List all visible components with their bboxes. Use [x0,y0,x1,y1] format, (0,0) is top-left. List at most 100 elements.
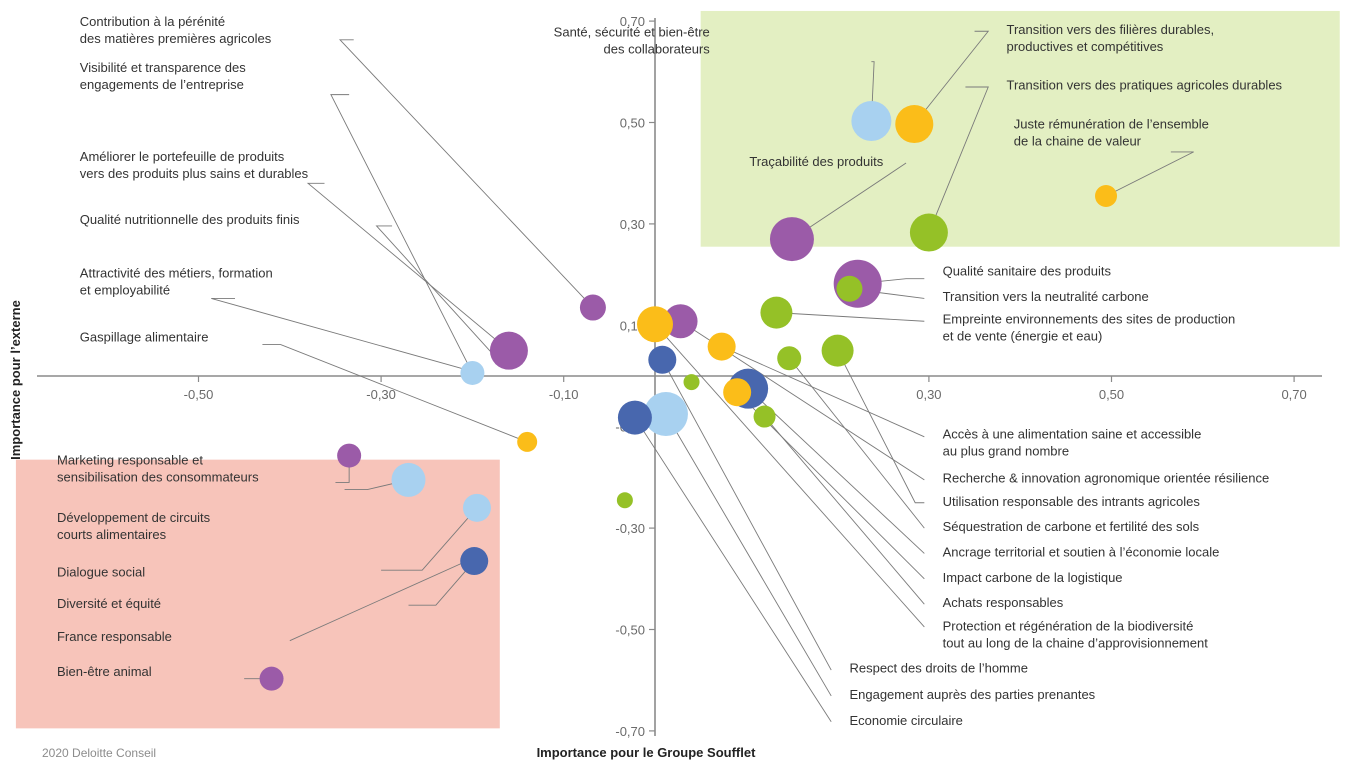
point-label: Qualité nutritionnelle des produits fini… [80,212,300,227]
data-point-bubble [637,306,673,343]
leader-line [721,346,925,438]
data-point-bubble [895,105,934,144]
data-point-bubble [707,332,736,361]
x-tick-label: -0,30 [366,387,396,402]
leader-line [381,507,478,571]
point-label: Diversité et équité [57,596,161,611]
data-point-bubble [337,443,362,468]
data-point-bubble [909,213,948,252]
leader-line [776,312,925,322]
data-point-bubble [683,374,700,391]
point-label: Santé, sécurité et bien-être des collabor… [554,24,711,56]
leader-line [1105,151,1194,197]
point-label: Juste rémunération de l’ensemble de la ch… [1014,117,1209,149]
leader-line [634,417,832,723]
data-points [259,100,1118,691]
point-label: Qualité sanitaire des produits [943,264,1112,279]
leader-line [330,94,473,374]
data-point-bubble [643,392,688,437]
point-label: Impact carbone de la logistique [943,570,1123,585]
point-label: Engagement auprès des parties prenantes [849,687,1095,702]
y-tick-label: -0,30 [615,521,645,536]
data-point-bubble [259,666,284,691]
point-label: Recherche & innovation agronomique orien… [943,470,1270,485]
leader-line [654,323,925,628]
x-tick-label: -0,50 [184,387,214,402]
data-point-bubble [616,492,633,509]
point-label: Ancrage territorial et soutien à l’écono… [943,544,1220,559]
data-point-bubble [648,345,677,374]
highlight-regions [15,10,1340,729]
data-point-bubble [391,462,426,497]
leader-line [661,359,832,671]
leader-line [764,416,925,605]
data-point-bubble [723,378,752,407]
leader-line [375,225,491,352]
data-point-bubble [460,360,485,385]
leader-line [211,297,475,373]
leader-line [262,344,528,443]
point-label: Economie circulaire [849,713,962,728]
data-point-bubble [836,275,863,302]
data-point-bubble [753,405,776,428]
point-label: Développement de circuits courts alimenta… [57,510,211,542]
data-point-bubble [1095,185,1118,208]
point-label: Achats responsables [943,595,1064,610]
credit-text: 2020 Deloitte Conseil [42,746,156,760]
highlight-region-1 [15,459,500,729]
leader-line [837,350,925,504]
point-label: Empreinte environnements des sites de pr… [943,311,1236,343]
leader-line [913,30,990,125]
point-label: Attractivité des métiers, formation et em… [80,266,273,298]
highlight-region-0 [700,10,1340,247]
leader-line [408,560,475,606]
data-point-bubble [489,331,528,370]
data-point-bubble [617,400,652,435]
x-tick-label: 0,30 [916,387,941,402]
y-tick-label: 0,50 [620,116,645,131]
leader-lines [211,30,1194,723]
point-label: Transition vers des pratiques agricoles … [1007,78,1283,93]
point-label: Marketing responsable et sensibilisation … [57,453,259,485]
leader-line [665,413,832,697]
point-label: Gaspillage alimentaire [80,330,209,345]
data-point-bubble [579,294,606,321]
point-label: Protection et régénération de la biodive… [943,619,1209,651]
y-tick-label: -0,70 [615,724,645,739]
point-label: Accès à une alimentation saine et access… [943,426,1202,458]
leader-line [306,182,510,351]
point-label: Utilisation responsable des intrants agr… [943,494,1201,509]
data-point-bubble [760,296,793,329]
data-point-bubble [517,431,538,452]
point-label: Respect des droits de l’homme [849,661,1027,676]
y-tick-label: 0,30 [620,217,645,232]
data-point-bubble [821,334,854,367]
point-label: Améliorer le portefeuille de produits ver… [80,149,309,181]
point-labels: Santé, sécurité et bien-être des collabor… [57,14,1283,728]
x-tick-label: 0,50 [1099,387,1124,402]
data-point-bubble [777,346,802,371]
data-point-bubble [769,217,814,262]
data-point-bubble [462,493,491,522]
x-tick-label: -0,10 [549,387,579,402]
data-point-bubble [460,547,489,576]
x-axis-title: Importance pour le Groupe Soufflet [537,745,757,760]
point-label: Bien-être animal [57,664,152,679]
leader-line [928,86,989,233]
point-label: Transition vers des filières durables, pr… [1007,22,1215,54]
leader-line [289,558,473,642]
point-label: Contribution à la pérénité des matières p… [80,14,272,46]
leader-line [791,162,907,240]
point-label: Traçabilité des produits [749,154,883,169]
leader-line [747,388,925,554]
y-tick-label: 0,70 [620,14,645,29]
data-point-bubble [851,100,892,141]
point-label: Dialogue social [57,564,145,579]
point-label: Transition vers la neutralité carbone [943,289,1149,304]
point-label: Visibilité et transparence des engagement… [80,60,246,92]
axes: -0,50 -0,30 -0,10 0,30 0,50 0,700,700,500,300… [37,14,1322,739]
point-label: France responsable [57,629,172,644]
y-axis-title: Importance pour l’externe [8,300,23,460]
leader-line [338,39,594,308]
